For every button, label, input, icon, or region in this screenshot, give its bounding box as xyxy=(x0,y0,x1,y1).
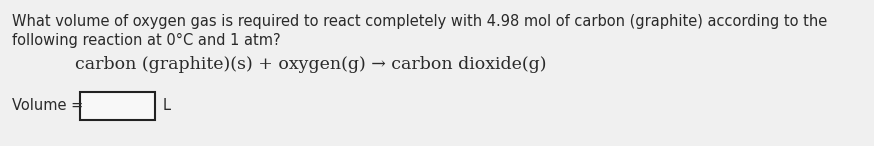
Text: following reaction at 0°C and 1 atm?: following reaction at 0°C and 1 atm? xyxy=(12,33,281,48)
FancyBboxPatch shape xyxy=(80,92,155,120)
Text: carbon (graphite)(s) + oxygen(g) → carbon dioxide(g): carbon (graphite)(s) + oxygen(g) → carbo… xyxy=(75,56,546,73)
Text: What volume of oxygen gas is required to react completely with 4.98 mol of carbo: What volume of oxygen gas is required to… xyxy=(12,14,828,29)
Text: Volume =: Volume = xyxy=(12,99,88,113)
Text: L: L xyxy=(163,99,171,113)
